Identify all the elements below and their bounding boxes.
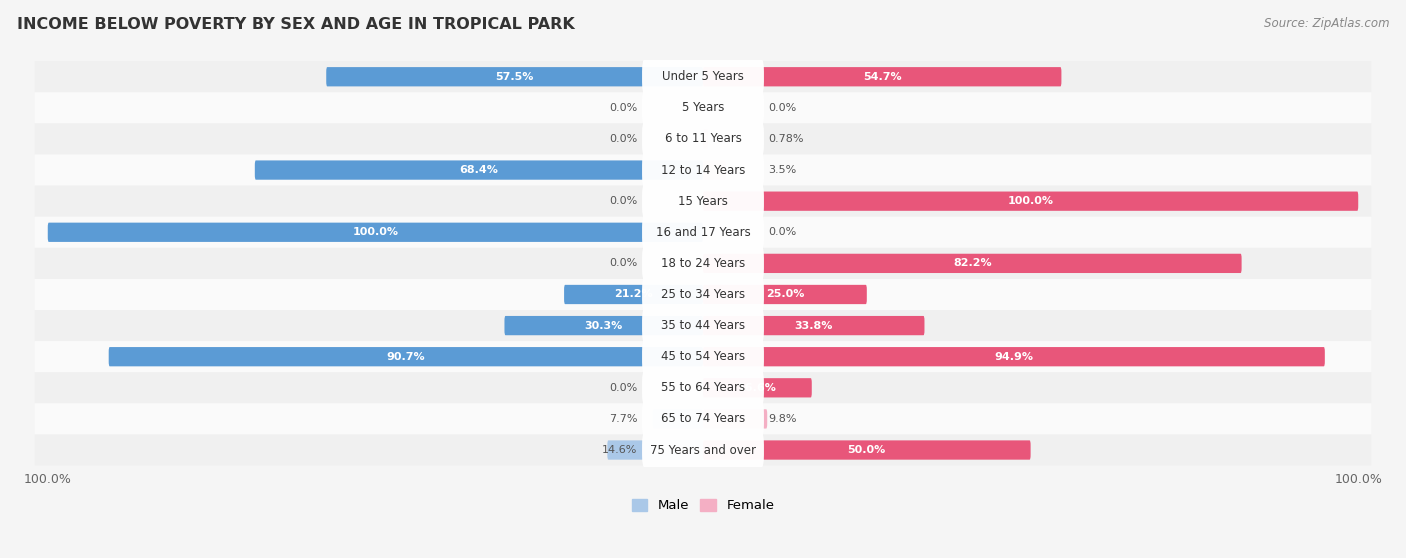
Text: 9.8%: 9.8% <box>769 414 797 424</box>
FancyBboxPatch shape <box>643 246 763 281</box>
FancyBboxPatch shape <box>643 308 763 343</box>
FancyBboxPatch shape <box>643 90 763 126</box>
FancyBboxPatch shape <box>643 371 763 405</box>
Text: 35 to 44 Years: 35 to 44 Years <box>661 319 745 332</box>
Text: 54.7%: 54.7% <box>863 72 901 82</box>
FancyBboxPatch shape <box>35 155 1371 186</box>
FancyBboxPatch shape <box>703 316 925 335</box>
FancyBboxPatch shape <box>652 409 703 429</box>
Text: 100.0%: 100.0% <box>353 227 398 237</box>
FancyBboxPatch shape <box>643 401 763 436</box>
FancyBboxPatch shape <box>564 285 703 304</box>
FancyBboxPatch shape <box>35 217 1371 248</box>
Text: 100.0%: 100.0% <box>1008 196 1053 206</box>
FancyBboxPatch shape <box>703 160 725 180</box>
Text: 68.4%: 68.4% <box>460 165 498 175</box>
Text: 30.3%: 30.3% <box>585 321 623 330</box>
FancyBboxPatch shape <box>703 347 1324 367</box>
Text: 3.5%: 3.5% <box>769 165 797 175</box>
Text: 90.7%: 90.7% <box>387 352 425 362</box>
Text: 7.7%: 7.7% <box>609 414 637 424</box>
FancyBboxPatch shape <box>35 279 1371 310</box>
Text: 0.78%: 0.78% <box>769 134 804 144</box>
FancyBboxPatch shape <box>703 409 768 429</box>
Text: 0.0%: 0.0% <box>769 103 797 113</box>
FancyBboxPatch shape <box>703 378 811 397</box>
FancyBboxPatch shape <box>703 254 1241 273</box>
FancyBboxPatch shape <box>326 67 703 86</box>
Text: 0.0%: 0.0% <box>609 103 637 113</box>
Text: 16 and 17 Years: 16 and 17 Years <box>655 226 751 239</box>
FancyBboxPatch shape <box>703 129 709 148</box>
Text: 0.0%: 0.0% <box>609 383 637 393</box>
FancyBboxPatch shape <box>505 316 703 335</box>
Text: 94.9%: 94.9% <box>994 352 1033 362</box>
FancyBboxPatch shape <box>48 223 703 242</box>
FancyBboxPatch shape <box>643 339 763 374</box>
Text: Source: ZipAtlas.com: Source: ZipAtlas.com <box>1264 17 1389 30</box>
FancyBboxPatch shape <box>35 372 1371 403</box>
FancyBboxPatch shape <box>643 152 763 187</box>
FancyBboxPatch shape <box>35 92 1371 123</box>
Text: 45 to 54 Years: 45 to 54 Years <box>661 350 745 363</box>
FancyBboxPatch shape <box>703 191 1358 211</box>
Text: 21.2%: 21.2% <box>614 290 652 300</box>
Text: 82.2%: 82.2% <box>953 258 991 268</box>
FancyBboxPatch shape <box>35 186 1371 217</box>
Text: 18 to 24 Years: 18 to 24 Years <box>661 257 745 270</box>
FancyBboxPatch shape <box>35 310 1371 341</box>
FancyBboxPatch shape <box>254 160 703 180</box>
FancyBboxPatch shape <box>643 215 763 250</box>
Text: 65 to 74 Years: 65 to 74 Years <box>661 412 745 425</box>
Text: 25.0%: 25.0% <box>766 290 804 300</box>
Text: 57.5%: 57.5% <box>495 72 534 82</box>
Text: 15 Years: 15 Years <box>678 195 728 208</box>
FancyBboxPatch shape <box>643 277 763 312</box>
Legend: Male, Female: Male, Female <box>626 494 780 518</box>
FancyBboxPatch shape <box>35 341 1371 372</box>
Text: 5 Years: 5 Years <box>682 102 724 114</box>
FancyBboxPatch shape <box>35 123 1371 155</box>
Text: 0.0%: 0.0% <box>769 227 797 237</box>
FancyBboxPatch shape <box>643 59 763 94</box>
Text: 14.6%: 14.6% <box>602 445 637 455</box>
FancyBboxPatch shape <box>643 122 763 156</box>
FancyBboxPatch shape <box>703 67 1062 86</box>
Text: Under 5 Years: Under 5 Years <box>662 70 744 83</box>
FancyBboxPatch shape <box>35 61 1371 92</box>
Text: 75 Years and over: 75 Years and over <box>650 444 756 456</box>
Text: 12 to 14 Years: 12 to 14 Years <box>661 163 745 176</box>
FancyBboxPatch shape <box>703 440 1031 460</box>
Text: 0.0%: 0.0% <box>609 134 637 144</box>
Text: 0.0%: 0.0% <box>609 196 637 206</box>
Text: 6 to 11 Years: 6 to 11 Years <box>665 132 741 146</box>
FancyBboxPatch shape <box>643 184 763 219</box>
Text: 25 to 34 Years: 25 to 34 Years <box>661 288 745 301</box>
FancyBboxPatch shape <box>607 440 703 460</box>
Text: 16.6%: 16.6% <box>738 383 778 393</box>
FancyBboxPatch shape <box>643 432 763 468</box>
FancyBboxPatch shape <box>108 347 703 367</box>
FancyBboxPatch shape <box>703 285 868 304</box>
Text: 33.8%: 33.8% <box>794 321 832 330</box>
Text: 50.0%: 50.0% <box>848 445 886 455</box>
Text: INCOME BELOW POVERTY BY SEX AND AGE IN TROPICAL PARK: INCOME BELOW POVERTY BY SEX AND AGE IN T… <box>17 17 575 32</box>
Text: 0.0%: 0.0% <box>609 258 637 268</box>
FancyBboxPatch shape <box>35 403 1371 435</box>
FancyBboxPatch shape <box>35 435 1371 465</box>
FancyBboxPatch shape <box>35 248 1371 279</box>
Text: 55 to 64 Years: 55 to 64 Years <box>661 381 745 395</box>
